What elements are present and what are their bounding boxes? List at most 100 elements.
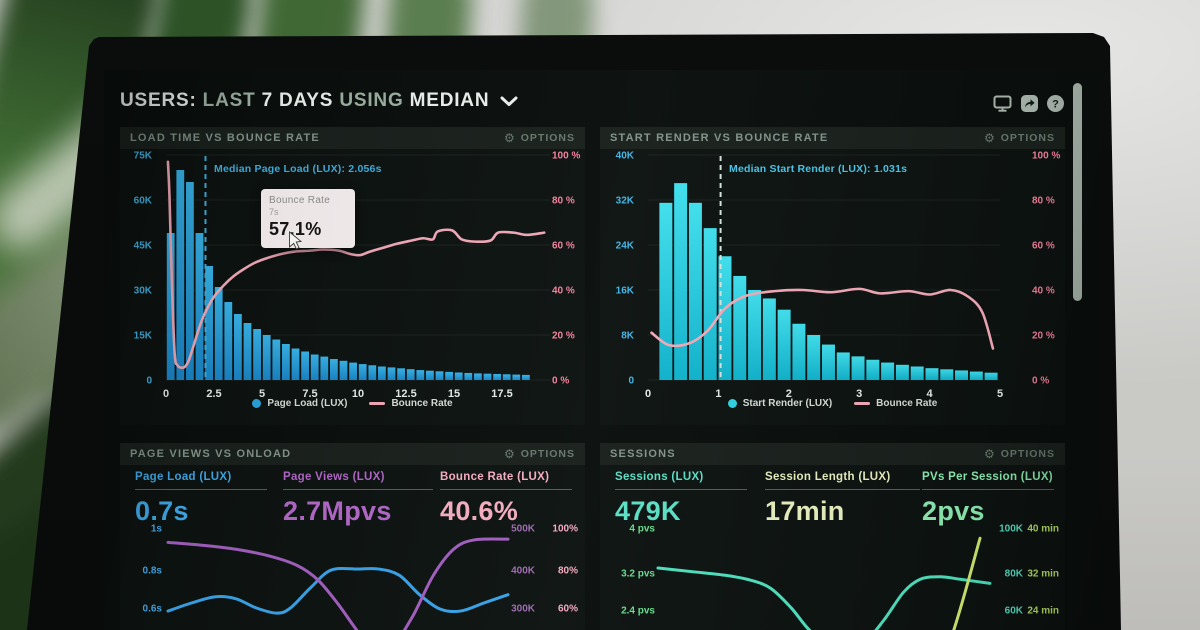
options-button[interactable]: ⚙ OPTIONS: [503, 447, 575, 461]
svg-text:60%: 60%: [558, 604, 578, 615]
gear-icon: ⚙: [983, 131, 996, 145]
svg-text:100%: 100%: [552, 524, 578, 535]
svg-text:100 %: 100 %: [1032, 151, 1060, 162]
options-button[interactable]: ⚙ OPTIONS: [983, 131, 1055, 145]
legend-item: Start Render (LUX): [727, 398, 833, 409]
svg-text:60 %: 60 %: [552, 241, 575, 252]
header-segment: USERS:: [120, 90, 197, 111]
header-segment: USING: [333, 90, 404, 111]
bounce-rate-line: [650, 287, 995, 350]
svg-text:75K: 75K: [134, 151, 153, 162]
metric: Session Length (LUX) 17min: [765, 471, 920, 527]
legend-item: Bounce Rate: [369, 398, 453, 409]
histogram-bars: [166, 170, 530, 380]
options-button[interactable]: ⚙ OPTIONS: [503, 131, 575, 145]
metric: Sessions (LUX) 479K: [615, 471, 747, 527]
svg-text:40K: 40K: [616, 151, 635, 162]
load-time-chart[interactable]: 75K 100 % 60K 80 % 45K 60 % 30K 40 % 15K 20 % 0 0 %…: [120, 127, 585, 425]
svg-text:?: ?: [1052, 98, 1059, 110]
gear-icon: ⚙: [983, 447, 996, 461]
metric-divider: [922, 489, 1054, 490]
metric: Bounce Rate (LUX) 40.6%: [440, 471, 572, 527]
legend-item: Page Load (LUX): [252, 398, 347, 409]
sessions-chart[interactable]: 4 pvs 3.2 pvs 2.4 pvs 100K 80K 60K 40 min 32 mi…: [600, 443, 1065, 630]
svg-text:0: 0: [163, 388, 169, 400]
tooltip-title: Bounce Rate: [269, 195, 331, 206]
legend-line-swatch: [369, 402, 386, 405]
svg-text:12.5: 12.5: [395, 388, 416, 400]
svg-text:60K: 60K: [134, 196, 153, 207]
legend-dot-swatch: [252, 399, 262, 408]
metric-label: Sessions (LUX): [615, 471, 704, 483]
panel-header: SESSIONS ⚙ OPTIONS: [600, 443, 1065, 465]
metric-divider: [440, 489, 572, 490]
legend-label: Start Render (LUX): [742, 398, 833, 409]
legend-dot-swatch: [727, 399, 737, 408]
metric-divider: [765, 489, 920, 490]
help-icon[interactable]: ?: [1047, 95, 1064, 112]
metric-value: 479K: [615, 496, 681, 526]
svg-text:300K: 300K: [511, 604, 536, 615]
scrollbar-thumb[interactable]: [1073, 83, 1082, 301]
svg-text:3.2 pvs: 3.2 pvs: [621, 569, 655, 580]
svg-text:400K: 400K: [511, 566, 536, 577]
svg-text:80 %: 80 %: [552, 196, 575, 207]
svg-text:30K: 30K: [134, 286, 153, 297]
panel-title: LOAD TIME VS BOUNCE RATE: [130, 132, 320, 144]
options-button[interactable]: ⚙ OPTIONS: [983, 447, 1055, 461]
svg-text:60 %: 60 %: [1032, 241, 1055, 252]
panel-start-render: START RENDER VS BOUNCE RATE ⚙ OPTIONS 40…: [600, 127, 1065, 425]
median-annotation: Median Page Load (LUX): 2.056s: [214, 163, 382, 175]
svg-text:60K: 60K: [1005, 606, 1024, 617]
system-icons: ?: [993, 95, 1064, 112]
svg-text:0.8s: 0.8s: [143, 566, 163, 577]
svg-text:80K: 80K: [1005, 569, 1024, 580]
svg-text:0 %: 0 %: [552, 376, 569, 387]
gear-icon: ⚙: [503, 447, 516, 461]
legend-label: Bounce Rate: [876, 398, 938, 409]
svg-text:500K: 500K: [511, 524, 536, 535]
svg-text:0 %: 0 %: [1032, 376, 1049, 387]
panel-header: PAGE VIEWS VS ONLOAD ⚙ OPTIONS: [120, 443, 585, 465]
median-annotation: Median Start Render (LUX): 1.031s: [729, 163, 908, 175]
metric-label: Page Views (LUX): [283, 471, 385, 483]
svg-text:3: 3: [856, 388, 862, 400]
svg-text:1: 1: [715, 388, 721, 400]
tooltip-value: 57.1%: [269, 219, 322, 239]
panel-header: LOAD TIME VS BOUNCE RATE ⚙ OPTIONS: [120, 127, 585, 149]
svg-text:45K: 45K: [134, 241, 153, 252]
panel-title: START RENDER VS BOUNCE RATE: [610, 132, 829, 144]
svg-text:5: 5: [259, 388, 265, 400]
histogram-bars: [659, 183, 998, 380]
metric-value: 2pvs: [922, 496, 985, 526]
panel-sessions: SESSIONS ⚙ OPTIONS 4 pvs 3.2 pvs 2.4 pvs 10…: [600, 443, 1065, 630]
svg-text:7.5: 7.5: [302, 388, 317, 400]
monitor-icon[interactable]: [993, 95, 1012, 112]
metric: Page Views (LUX) 2.7Mpvs: [283, 471, 433, 527]
svg-text:2: 2: [786, 388, 792, 400]
dashboard-title-dropdown[interactable]: USERS: LAST 7 DAYS USING MEDIAN: [120, 88, 518, 114]
series-line: [656, 566, 992, 630]
svg-text:15K: 15K: [134, 331, 153, 342]
svg-text:40 min: 40 min: [1027, 524, 1059, 535]
svg-text:0: 0: [628, 376, 634, 387]
svg-text:100 %: 100 %: [552, 151, 580, 162]
metric-label: Page Load (LUX): [135, 471, 232, 483]
page-views-chart[interactable]: 1s 0.8s 0.6s 500K 400K 300K 100% 80% 60%: [120, 443, 585, 630]
svg-text:32K: 32K: [616, 196, 635, 207]
series-line: [166, 566, 510, 615]
header-segment: 7 DAYS: [255, 90, 334, 111]
bounce-rate-line: [166, 160, 546, 370]
legend: Page Load (LUX) Bounce Rate: [120, 398, 585, 409]
metric-value: 2.7Mpvs: [283, 496, 392, 526]
svg-text:1s: 1s: [151, 524, 163, 535]
svg-text:5: 5: [997, 388, 1003, 400]
start-render-chart[interactable]: 40K 100 % 32K 80 % 24K 60 % 16K 40 % 8K 20 % 0 0 % 0…: [600, 127, 1065, 425]
panel-title: SESSIONS: [610, 448, 676, 460]
series-line: [952, 536, 982, 630]
tooltip: Bounce Rate 7s 57.1%: [261, 189, 355, 248]
share-icon[interactable]: [1021, 95, 1038, 112]
svg-text:15: 15: [448, 388, 460, 400]
chevron-down-icon[interactable]: [500, 96, 518, 107]
